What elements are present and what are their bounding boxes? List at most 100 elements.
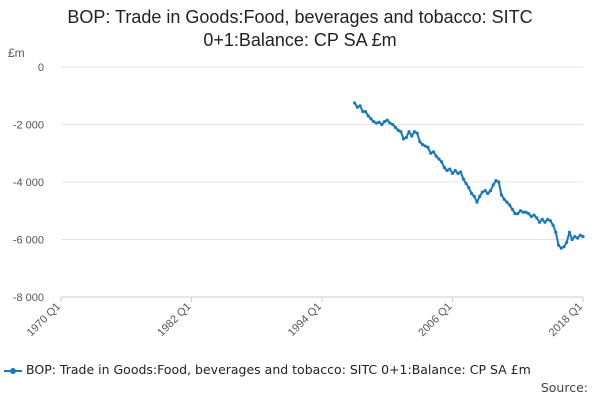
data-point[interactable] [499, 193, 504, 197]
data-point[interactable] [475, 200, 479, 204]
data-point[interactable] [426, 145, 430, 150]
data-point[interactable] [469, 191, 474, 196]
data-point[interactable] [450, 171, 455, 175]
data-point[interactable] [486, 191, 490, 196]
data-point[interactable] [366, 114, 370, 118]
chart-title-line-1: BOP: Trade in Goods:Food, beverages and … [67, 7, 533, 27]
data-point[interactable] [448, 167, 452, 171]
data-point[interactable] [380, 122, 384, 127]
data-point[interactable] [423, 144, 427, 148]
chart-title-line-2: 0+1:Balance: CP SA £m [203, 30, 397, 50]
data-point[interactable] [497, 180, 501, 184]
data-point[interactable] [570, 237, 574, 242]
data-point[interactable] [502, 197, 506, 201]
data-point[interactable] [535, 216, 539, 220]
data-point[interactable] [363, 109, 368, 114]
data-point[interactable] [581, 235, 585, 239]
data-point[interactable] [524, 210, 528, 214]
data-point[interactable] [510, 207, 514, 211]
data-point[interactable] [353, 101, 357, 105]
data-point[interactable] [437, 157, 441, 161]
data-point[interactable] [442, 166, 446, 170]
data-point[interactable] [418, 140, 422, 144]
data-point[interactable] [548, 219, 552, 223]
data-point[interactable] [513, 212, 517, 216]
x-tick-label: 1982 Q1 [155, 301, 193, 339]
data-point[interactable] [483, 189, 487, 193]
data-point[interactable] [399, 130, 403, 134]
x-tick-label: 1994 Q1 [286, 301, 324, 339]
data-point[interactable] [559, 246, 563, 250]
data-point[interactable] [459, 170, 463, 174]
data-point[interactable] [491, 183, 495, 187]
data-point[interactable] [358, 104, 362, 108]
data-point[interactable] [567, 230, 572, 234]
data-point[interactable] [478, 194, 482, 198]
data-point[interactable] [494, 178, 498, 183]
data-point[interactable] [488, 189, 493, 193]
data-point[interactable] [505, 200, 509, 204]
data-point[interactable] [385, 118, 389, 122]
data-point[interactable] [361, 109, 365, 114]
data-point[interactable] [440, 160, 444, 164]
data-point[interactable] [472, 194, 476, 198]
data-point[interactable] [464, 181, 468, 186]
data-point[interactable] [355, 105, 359, 109]
data-point[interactable] [388, 121, 392, 125]
data-point[interactable] [429, 151, 433, 155]
data-point[interactable] [551, 223, 555, 227]
legend-label: BOP: Trade in Goods:Food, beverages and … [26, 362, 531, 377]
data-point[interactable] [431, 150, 436, 154]
data-point[interactable] [546, 217, 550, 221]
data-point[interactable] [537, 220, 542, 224]
data-point[interactable] [415, 131, 419, 135]
data-point[interactable] [401, 137, 406, 141]
data-point[interactable] [410, 134, 414, 138]
legend-swatch [4, 367, 22, 375]
data-point[interactable] [540, 217, 544, 221]
source-label: Source: [540, 380, 588, 395]
data-point[interactable] [529, 214, 533, 219]
data-point[interactable] [456, 171, 460, 175]
x-tick-label: 2006 Q1 [416, 301, 454, 339]
data-point[interactable] [382, 120, 387, 124]
y-tick-label: 0 [38, 62, 44, 74]
data-point[interactable] [521, 210, 525, 214]
data-point[interactable] [372, 120, 376, 124]
data-point[interactable] [396, 128, 400, 132]
data-point[interactable] [445, 168, 449, 173]
data-point[interactable] [393, 125, 398, 129]
data-point[interactable] [532, 213, 536, 217]
data-point[interactable] [575, 236, 580, 240]
data-point[interactable] [467, 186, 471, 190]
data-point[interactable] [374, 121, 378, 125]
data-point[interactable] [420, 143, 425, 147]
data-point[interactable] [516, 212, 520, 216]
data-point[interactable] [434, 154, 438, 158]
data-point[interactable] [543, 220, 547, 224]
data-point[interactable] [404, 135, 408, 140]
data-point[interactable] [377, 120, 381, 124]
data-point[interactable] [461, 177, 465, 181]
data-point[interactable] [556, 243, 561, 247]
data-point[interactable] [507, 203, 512, 207]
data-point[interactable] [480, 190, 485, 194]
data-point[interactable] [391, 122, 395, 127]
data-point[interactable] [573, 235, 577, 239]
data-point[interactable] [369, 117, 373, 121]
data-point[interactable] [562, 245, 566, 249]
data-point[interactable] [407, 130, 411, 134]
data-point[interactable] [554, 230, 558, 234]
data-point[interactable] [412, 130, 417, 134]
y-tick-label: -8 000 [13, 292, 44, 304]
data-point[interactable] [565, 240, 569, 244]
data-point[interactable] [578, 233, 582, 237]
legend[interactable]: BOP: Trade in Goods:Food, beverages and … [4, 362, 531, 377]
data-point[interactable] [518, 209, 523, 213]
data-point[interactable] [453, 168, 457, 173]
y-axis-ticks: 0 -2 000 -4 000 -6 000 -8 000 [13, 62, 44, 304]
y-axis-unit-label: £m [8, 46, 25, 60]
data-point[interactable] [527, 212, 531, 216]
series-group [353, 101, 585, 250]
